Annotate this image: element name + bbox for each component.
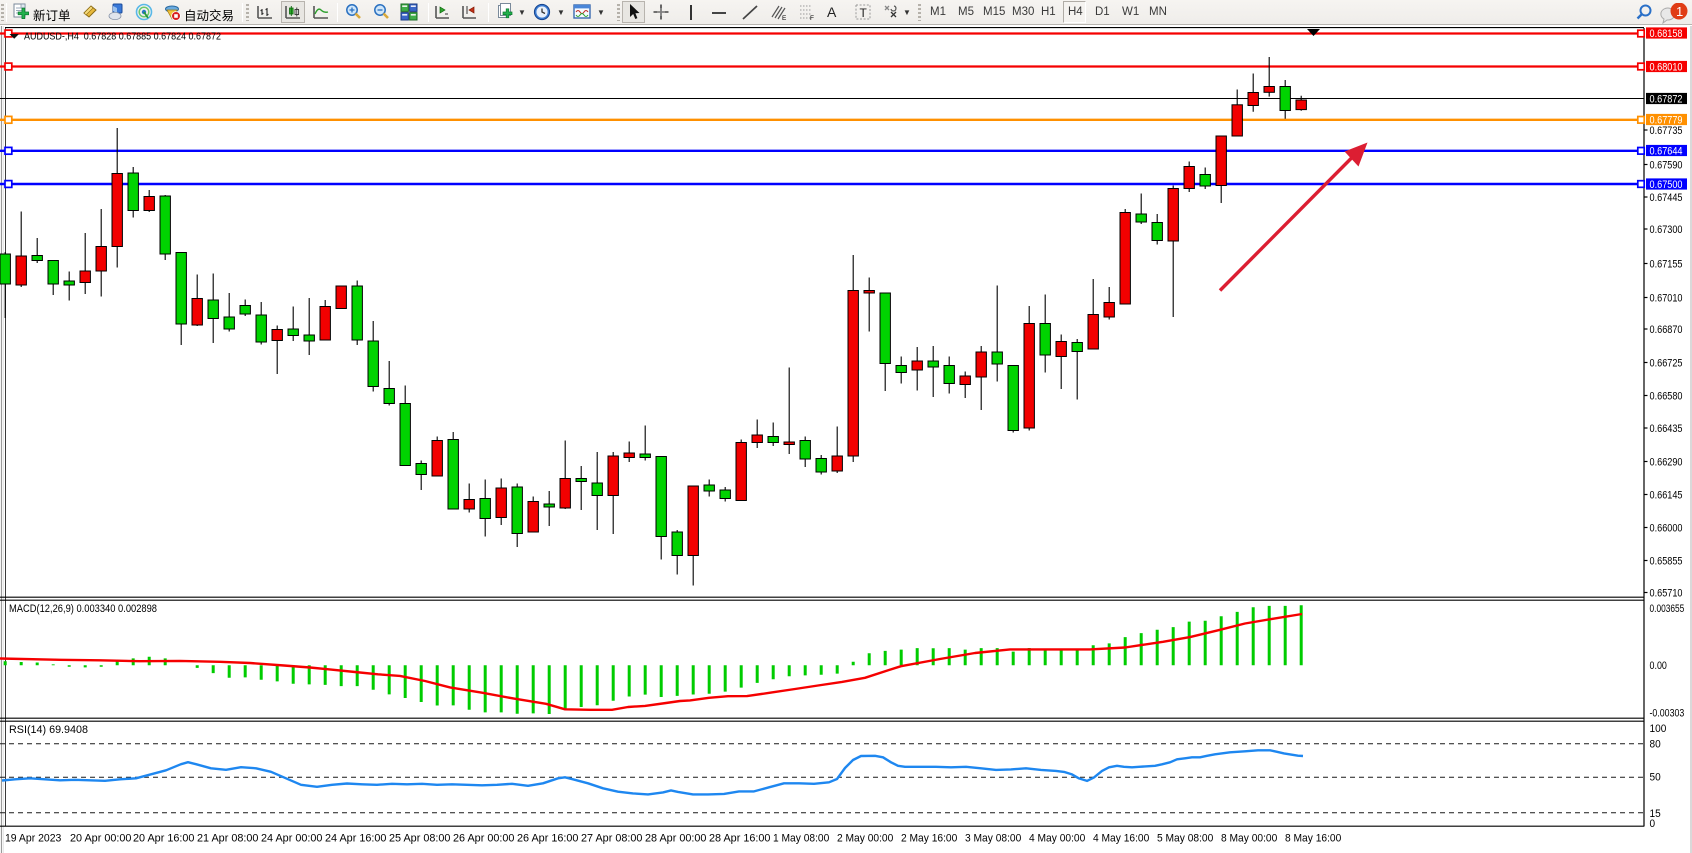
svg-text:0.67735: 0.67735: [1650, 125, 1683, 137]
svg-text:0.66145: 0.66145: [1650, 490, 1683, 502]
svg-text:5 May 08:00: 5 May 08:00: [1157, 833, 1213, 845]
svg-text:15: 15: [1650, 808, 1661, 820]
svg-text:0.003655: 0.003655: [1650, 603, 1685, 615]
svg-text:2 May 16:00: 2 May 16:00: [901, 833, 957, 845]
svg-text:8 May 16:00: 8 May 16:00: [1285, 833, 1341, 845]
svg-text:0.67590: 0.67590: [1650, 160, 1683, 172]
svg-text:RSI(14) 69.9408: RSI(14) 69.9408: [9, 724, 88, 736]
svg-text:0.67445: 0.67445: [1650, 192, 1683, 204]
svg-text:2 May 00:00: 2 May 00:00: [837, 833, 893, 845]
svg-text:80: 80: [1650, 739, 1661, 751]
svg-text:MACD(12,26,9) 0.003340 0.00289: MACD(12,26,9) 0.003340 0.002898: [9, 603, 157, 615]
svg-text:26 Apr 16:00: 26 Apr 16:00: [517, 833, 578, 845]
svg-text:21 Apr 08:00: 21 Apr 08:00: [197, 833, 258, 845]
svg-text:0.67644: 0.67644: [1650, 146, 1683, 158]
svg-text:0.67300: 0.67300: [1650, 224, 1683, 236]
svg-text:100: 100: [1650, 723, 1667, 735]
svg-text:0.00: 0.00: [1650, 660, 1667, 672]
svg-text:25 Apr 08:00: 25 Apr 08:00: [389, 833, 450, 845]
svg-text:24 Apr 16:00: 24 Apr 16:00: [325, 833, 386, 845]
svg-text:0.67500: 0.67500: [1650, 179, 1683, 191]
svg-text:0.66870: 0.66870: [1650, 324, 1683, 336]
svg-text:0.68010: 0.68010: [1650, 62, 1683, 74]
svg-text:3 May 08:00: 3 May 08:00: [965, 833, 1021, 845]
svg-text:4 May 16:00: 4 May 16:00: [1093, 833, 1149, 845]
svg-text:0.65710: 0.65710: [1650, 588, 1683, 600]
svg-text:0.67779: 0.67779: [1650, 115, 1683, 127]
svg-text:0.67010: 0.67010: [1650, 293, 1683, 305]
svg-text:0.66000: 0.66000: [1650, 523, 1683, 535]
svg-text:0.66290: 0.66290: [1650, 457, 1683, 469]
svg-text:20 Apr 16:00: 20 Apr 16:00: [133, 833, 194, 845]
svg-text:50: 50: [1650, 772, 1661, 784]
svg-text:0.66580: 0.66580: [1650, 391, 1683, 403]
svg-text:24 Apr 00:00: 24 Apr 00:00: [261, 833, 322, 845]
svg-text:T: T: [860, 6, 868, 20]
svg-text:0.67872: 0.67872: [1650, 94, 1683, 106]
svg-text:20 Apr 00:00: 20 Apr 00:00: [70, 833, 131, 845]
svg-text:0.67155: 0.67155: [1650, 259, 1683, 271]
svg-text:0.65855: 0.65855: [1650, 556, 1683, 568]
svg-text:F: F: [810, 15, 814, 21]
svg-text:1 May 08:00: 1 May 08:00: [773, 833, 829, 845]
svg-text:AUDUSD-,H4 0.67828 0.67885 0.: AUDUSD-,H4 0.67828 0.67885 0.67824 0.678…: [24, 31, 221, 43]
svg-text:28 Apr 00:00: 28 Apr 00:00: [645, 833, 706, 845]
svg-text:26 Apr 00:00: 26 Apr 00:00: [453, 833, 514, 845]
svg-text:E: E: [782, 15, 787, 21]
svg-text:27 Apr 08:00: 27 Apr 08:00: [581, 833, 642, 845]
svg-text:0: 0: [1650, 818, 1656, 830]
svg-text:1: 1: [1676, 4, 1683, 19]
svg-text:0.68158: 0.68158: [1650, 28, 1683, 40]
svg-text:28 Apr 16:00: 28 Apr 16:00: [709, 833, 770, 845]
svg-text:19 Apr 2023: 19 Apr 2023: [5, 833, 61, 845]
svg-text:8 May 00:00: 8 May 00:00: [1221, 833, 1277, 845]
svg-text:4 May 00:00: 4 May 00:00: [1029, 833, 1085, 845]
svg-text:0.66435: 0.66435: [1650, 423, 1683, 435]
svg-text:-0.00303: -0.00303: [1650, 708, 1685, 720]
svg-text:0.66725: 0.66725: [1650, 358, 1683, 370]
